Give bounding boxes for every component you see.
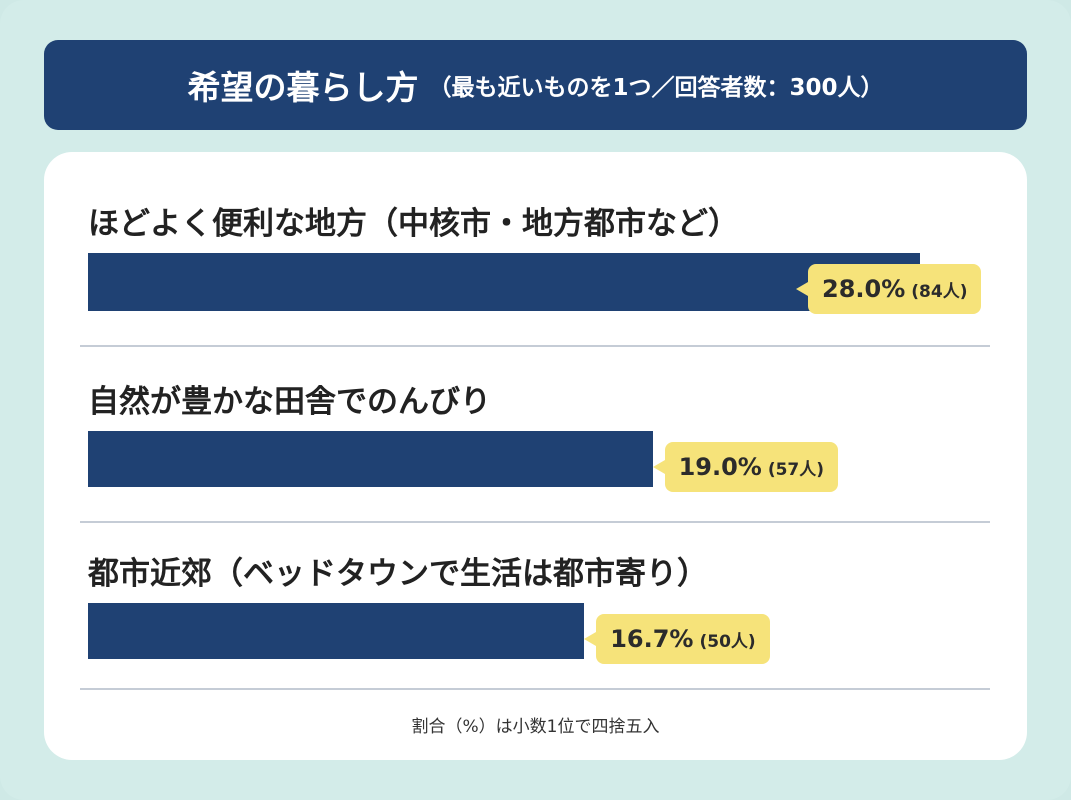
count-label: (84人) [911, 281, 968, 302]
category-label: 自然が豊かな田舎でのんびり [88, 384, 491, 420]
chart-card: 割合（%）は小数1位で四捨五入 ほどよく便利な地方（中核市・地方都市など） 28.… [44, 152, 1027, 760]
divider [80, 521, 990, 523]
category-label: 都市近郊（ベッドタウンで生活は都市寄り） [88, 556, 708, 592]
value-label: 28.0% [822, 275, 906, 303]
value-label: 19.0% [678, 453, 762, 481]
value-callout: 19.0% (57人) [652, 442, 839, 492]
divider [80, 345, 990, 347]
title-bar: 希望の暮らし方 （最も近いものを1つ／回答者数：300人） [44, 40, 1027, 130]
chart-subtitle: （最も近いものを1つ／回答者数：300人） [428, 75, 884, 101]
bar [88, 431, 653, 487]
chart-title: 希望の暮らし方 [187, 68, 419, 107]
bar [88, 253, 920, 311]
category-label: ほどよく便利な地方（中核市・地方都市など） [88, 206, 739, 242]
value-label: 16.7% [610, 625, 694, 653]
value-callout: 16.7% (50人) [584, 614, 770, 664]
count-label: (57人) [767, 459, 825, 480]
footnote: 割合（%）は小数1位で四捨五入 [411, 717, 660, 737]
bar [88, 603, 585, 659]
value-callout: 28.0% (84人) [795, 264, 982, 314]
divider [80, 688, 990, 690]
count-label: (50人) [699, 631, 756, 652]
